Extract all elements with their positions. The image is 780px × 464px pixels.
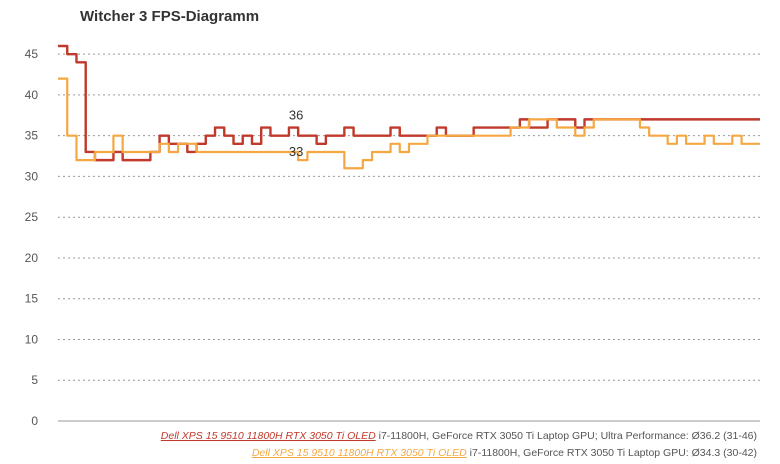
y-axis: 0 5 10 15 20 25 30 35 40 45 — [25, 47, 39, 428]
chart-title: Witcher 3 FPS-Diagramm — [80, 8, 260, 25]
y-tick-label: 35 — [25, 129, 39, 143]
data-label-series-1: 36 — [289, 108, 303, 123]
series-line-2[interactable] — [58, 77, 760, 170]
y-tick-label: 30 — [25, 169, 39, 183]
y-tick-label: 0 — [31, 414, 38, 428]
y-tick-label: 5 — [31, 373, 38, 387]
legend-series-2-detail: i7-11800H, GeForce RTX 3050 Ti Laptop GP… — [466, 447, 757, 459]
grid-layer — [58, 53, 760, 422]
data-labels: 36 33 — [289, 108, 303, 159]
data-label-series-2: 33 — [289, 144, 303, 159]
y-tick-label: 10 — [25, 332, 39, 346]
legend-entry-series-1[interactable]: Dell XPS 15 9510 11800H RTX 3050 Ti OLED… — [161, 430, 757, 442]
legend-series-2-name[interactable]: Dell XPS 15 9510 11800H RTX 3050 Ti OLED — [251, 447, 467, 459]
y-tick-label: 15 — [25, 292, 39, 306]
series-layer — [58, 44, 760, 170]
y-tick-label: 25 — [25, 210, 39, 224]
legend-entry-series-2[interactable]: Dell XPS 15 9510 11800H RTX 3050 Ti OLED… — [252, 447, 757, 459]
y-tick-label: 45 — [25, 47, 39, 61]
legend-series-1-name[interactable]: Dell XPS 15 9510 11800H RTX 3050 Ti OLED — [160, 430, 376, 442]
legend-series-1-detail: i7-11800H, GeForce RTX 3050 Ti Laptop GP… — [375, 430, 757, 442]
y-tick-label: 40 — [25, 88, 39, 102]
y-tick-label: 20 — [25, 251, 39, 265]
